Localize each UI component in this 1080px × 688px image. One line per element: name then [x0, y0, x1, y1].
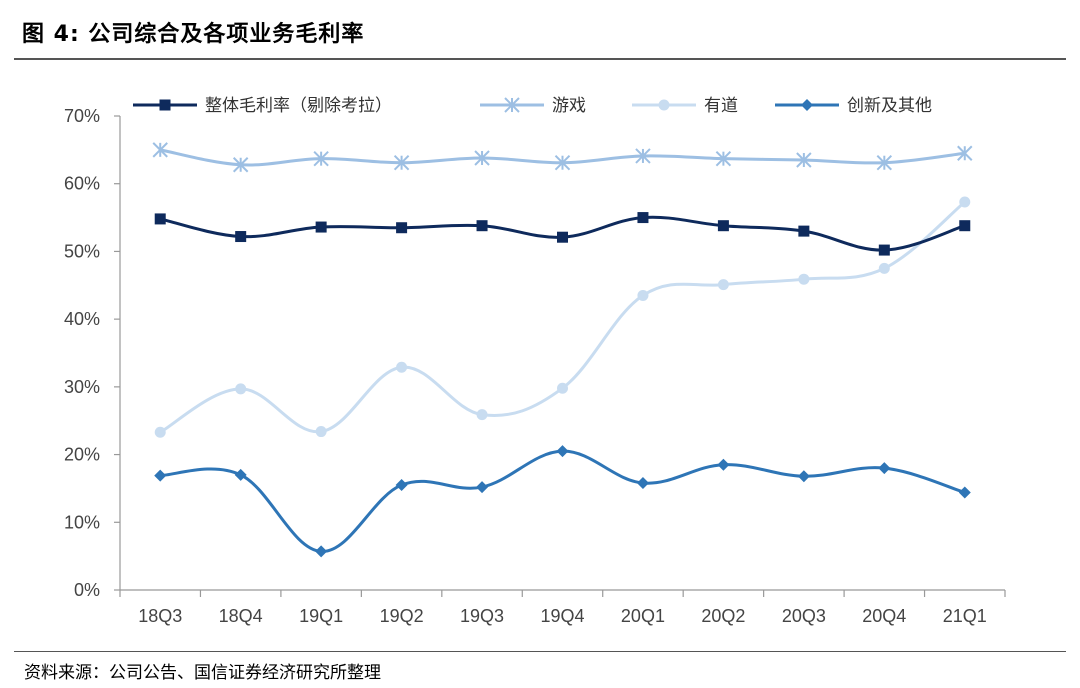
point-marker-diamond — [717, 458, 730, 471]
point-marker-diamond — [636, 477, 649, 490]
series-1 — [152, 142, 973, 173]
legend-item-0: 整体毛利率（剔除考拉） — [133, 96, 392, 116]
point-marker-asterisk — [876, 155, 893, 171]
legend-label: 创新及其他 — [847, 96, 932, 116]
point-marker-circle — [959, 196, 971, 208]
point-marker-circle — [798, 273, 810, 285]
x-tick-label: 18Q3 — [138, 606, 182, 626]
x-tick-label: 19Q3 — [460, 606, 504, 626]
legend-label: 整体毛利率（剔除考拉） — [205, 96, 392, 116]
point-marker-square — [637, 212, 649, 224]
point-marker-asterisk — [504, 97, 520, 113]
point-marker-circle — [717, 279, 729, 291]
point-marker-diamond — [958, 486, 971, 499]
x-tick-label: 20Q1 — [621, 606, 665, 626]
point-marker-asterisk — [313, 150, 329, 167]
header-divider — [14, 58, 1066, 60]
point-marker-circle — [154, 426, 166, 438]
y-tick-label: 60% — [64, 174, 100, 194]
series-layer — [152, 142, 973, 558]
point-marker-asterisk — [796, 152, 812, 168]
point-marker-diamond — [154, 469, 167, 482]
x-tick-label: 20Q3 — [782, 606, 826, 626]
point-marker-circle — [235, 383, 247, 395]
point-marker-asterisk — [393, 155, 410, 171]
axes: 0% 10% 20% 30% 40% 50% 60% 70% 18Q3 18Q4 19Q1 19Q2 1… — [64, 106, 1006, 626]
point-marker-circle — [315, 426, 327, 438]
point-marker-square — [235, 231, 247, 243]
point-marker-asterisk — [474, 150, 490, 166]
point-marker-square — [476, 220, 488, 232]
point-marker-square — [154, 213, 166, 225]
legend-item-3: 创新及其他 — [775, 96, 932, 116]
point-marker-diamond — [476, 481, 489, 494]
y-tick-label: 0% — [74, 580, 100, 600]
y-tick-label: 70% — [64, 106, 100, 126]
x-tick-label: 20Q2 — [701, 606, 745, 626]
point-marker-diamond — [556, 445, 569, 458]
source-note: 资料来源：公司公告、国信证券经济研究所整理 — [24, 663, 381, 683]
legend: 整体毛利率（剔除考拉） 游戏 有道 创新及其他 — [133, 96, 932, 116]
figure-header: 图 4: 公司综合及各项业务毛利率 — [0, 0, 1080, 60]
legend-label: 有道 — [704, 96, 738, 116]
point-marker-asterisk — [715, 150, 732, 167]
point-marker-square — [159, 99, 171, 111]
point-marker-circle — [396, 361, 408, 373]
x-tick-label: 18Q4 — [219, 606, 263, 626]
point-marker-square — [878, 244, 890, 256]
point-marker-diamond — [395, 479, 408, 492]
point-marker-diamond — [797, 470, 810, 483]
x-tick-label: 19Q4 — [540, 606, 584, 626]
point-marker-diamond — [801, 99, 813, 111]
point-marker-square — [798, 225, 810, 237]
point-marker-asterisk — [152, 142, 168, 158]
y-tick-label: 30% — [64, 377, 100, 397]
point-marker-asterisk — [635, 148, 651, 164]
x-tick-label: 19Q1 — [299, 606, 343, 626]
point-marker-asterisk — [957, 145, 973, 161]
point-marker-square — [557, 231, 568, 243]
legend-item-1: 游戏 — [480, 96, 586, 116]
point-marker-diamond — [315, 545, 328, 558]
point-marker-circle — [878, 262, 890, 274]
y-tick-label: 20% — [64, 445, 100, 465]
point-marker-circle — [557, 382, 568, 394]
legend-label: 游戏 — [552, 96, 586, 116]
series-line — [160, 449, 966, 553]
y-tick-label: 50% — [64, 241, 100, 261]
x-tick-label: 19Q2 — [380, 606, 424, 626]
point-marker-diamond — [878, 462, 891, 475]
series-2 — [154, 196, 971, 438]
x-tick-label: 20Q4 — [862, 606, 906, 626]
legend-item-2: 有道 — [632, 96, 738, 116]
footer-divider — [14, 651, 1066, 652]
series-3 — [154, 445, 971, 558]
point-marker-asterisk — [232, 157, 249, 173]
point-marker-asterisk — [554, 155, 571, 171]
y-tick-label: 40% — [64, 309, 100, 329]
point-marker-diamond — [234, 468, 247, 481]
point-marker-square — [315, 221, 327, 233]
point-marker-square — [717, 220, 729, 232]
y-tick-label: 10% — [64, 512, 100, 532]
point-marker-square — [396, 222, 408, 234]
figure-title: 图 4: 公司综合及各项业务毛利率 — [22, 22, 365, 47]
gross-margin-line-chart: 0% 10% 20% 30% 40% 50% 60% 70% 18Q3 18Q4 19Q1 19Q2 1… — [64, 96, 1006, 626]
point-marker-circle — [476, 409, 488, 421]
point-marker-square — [959, 220, 971, 232]
x-tick-label: 21Q1 — [943, 606, 987, 626]
point-marker-circle — [658, 99, 670, 111]
point-marker-circle — [637, 289, 649, 301]
series-0 — [154, 212, 971, 256]
